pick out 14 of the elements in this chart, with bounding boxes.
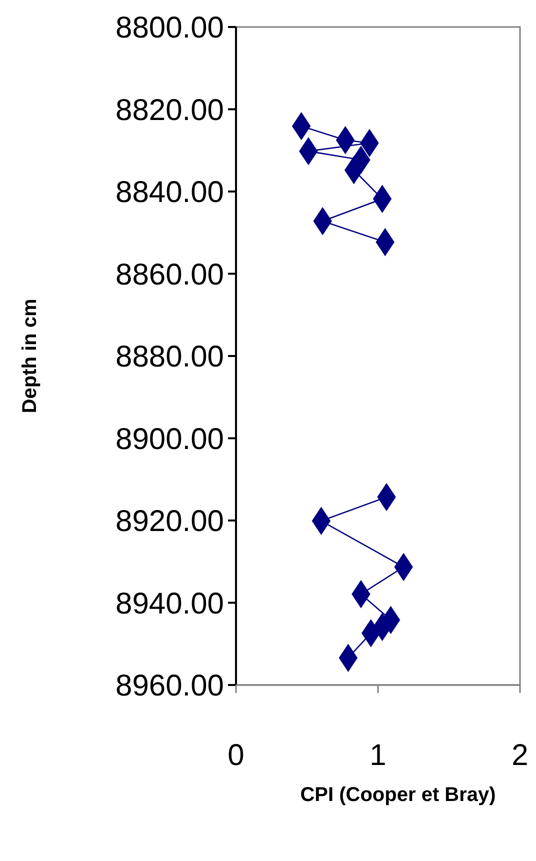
y-tick-label: 8920.00 — [116, 505, 224, 538]
y-tick-label: 8860.00 — [116, 258, 224, 292]
y-tick-label: 8960.00 — [116, 670, 224, 702]
x-tick-label: 0 — [228, 739, 244, 772]
y-tick-label: 8840.00 — [116, 176, 224, 209]
y-tick-label: 8940.00 — [116, 587, 224, 620]
y-axis-title: Depth in cm — [19, 298, 41, 414]
y-tick-label: 8880.00 — [116, 340, 224, 374]
x-tick-label: 2 — [512, 739, 528, 772]
x-tick-label: 1 — [370, 739, 386, 772]
y-tick-label: 8820.00 — [116, 94, 224, 127]
x-axis-title: CPI (Cooper et Bray) — [300, 784, 496, 806]
y-tick-label: 8900.00 — [116, 422, 224, 456]
y-tick-label: 8800.00 — [116, 12, 224, 44]
